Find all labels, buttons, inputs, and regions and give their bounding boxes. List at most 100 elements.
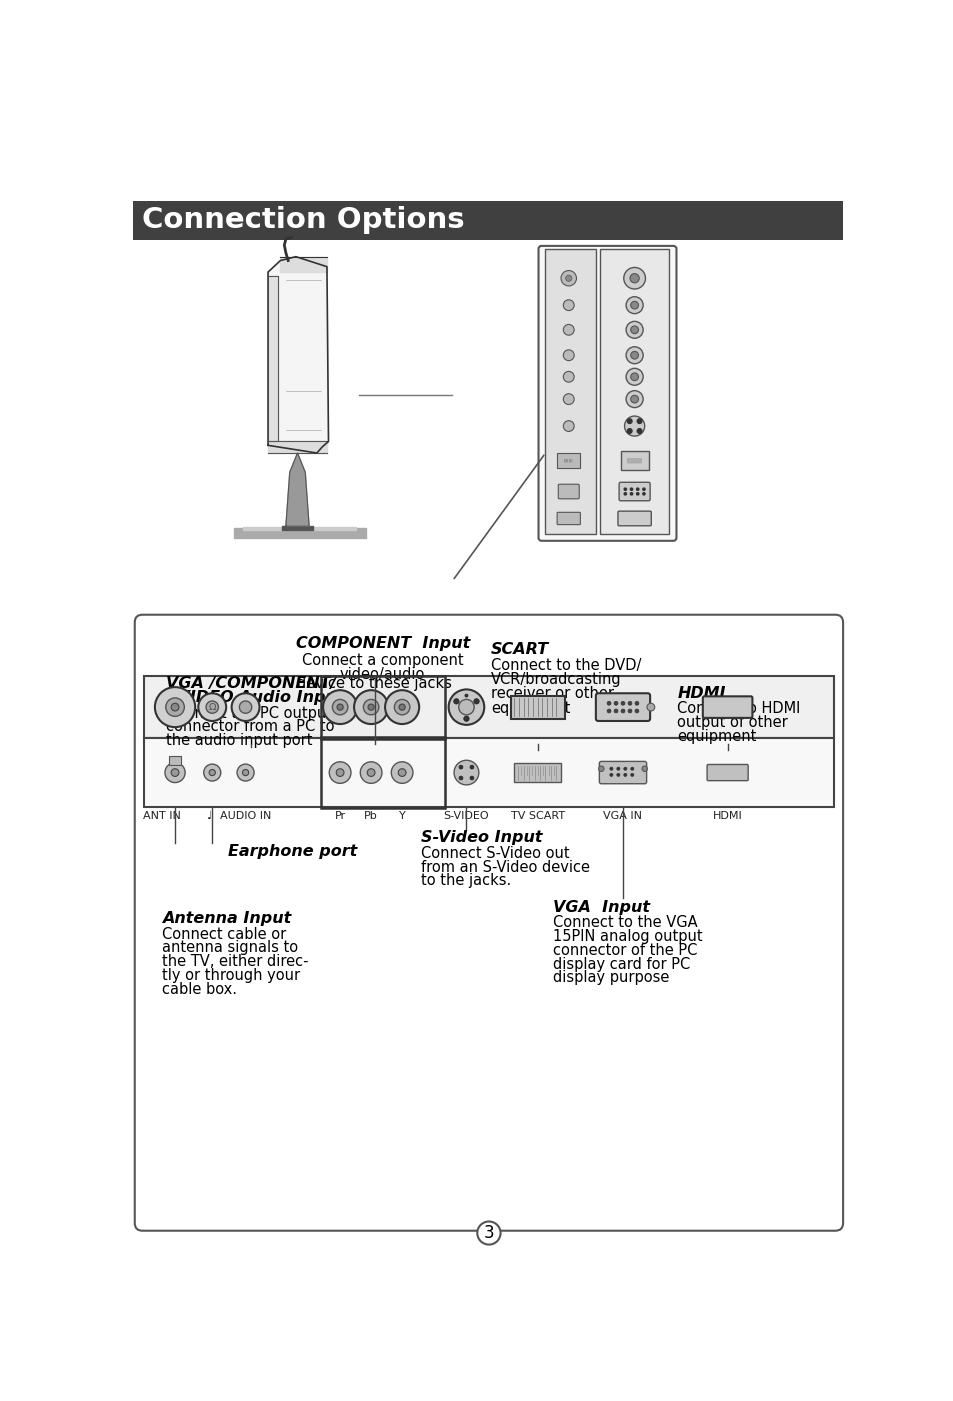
Circle shape (242, 769, 249, 776)
Circle shape (598, 766, 603, 772)
Bar (514, 764, 560, 782)
Circle shape (458, 776, 462, 780)
Text: Antenna Input: Antenna Input (162, 911, 291, 926)
Text: VGA  Input: VGA Input (553, 899, 650, 915)
Circle shape (625, 347, 642, 364)
Circle shape (336, 705, 343, 710)
Text: |||||||: ||||||| (563, 458, 573, 462)
Bar (620, 451, 648, 469)
Circle shape (623, 773, 626, 776)
Bar (510, 695, 564, 719)
Circle shape (391, 762, 413, 783)
Circle shape (636, 493, 639, 495)
Circle shape (617, 773, 619, 776)
Circle shape (562, 350, 574, 360)
Circle shape (630, 493, 632, 495)
Circle shape (398, 705, 405, 710)
Circle shape (627, 429, 631, 433)
Text: to the jacks.: to the jacks. (421, 873, 511, 888)
Text: Pb: Pb (364, 811, 377, 821)
Circle shape (630, 352, 638, 359)
Circle shape (562, 371, 574, 382)
Circle shape (606, 709, 610, 713)
Text: VCR/broadcasting: VCR/broadcasting (491, 671, 621, 686)
Circle shape (623, 268, 645, 289)
Text: display card for PC: display card for PC (553, 957, 690, 972)
Text: Connection Options: Connection Options (142, 206, 465, 234)
Circle shape (614, 702, 618, 705)
Text: SVIDEO Audio Input: SVIDEO Audio Input (166, 691, 344, 705)
Circle shape (385, 691, 418, 724)
Text: display purpose: display purpose (553, 971, 669, 985)
Text: VGA /COMPONENT/: VGA /COMPONENT/ (166, 677, 335, 691)
Circle shape (448, 689, 484, 724)
Circle shape (562, 420, 574, 432)
Circle shape (562, 325, 574, 335)
Bar (320, 737, 444, 808)
Circle shape (165, 762, 185, 783)
FancyBboxPatch shape (596, 693, 649, 722)
Text: output of other: output of other (677, 715, 787, 730)
Circle shape (367, 769, 375, 776)
Text: antenna signals to: antenna signals to (162, 940, 297, 955)
Circle shape (454, 761, 478, 785)
Circle shape (239, 700, 252, 713)
Text: ||||||||: |||||||| (626, 458, 642, 464)
Circle shape (565, 275, 571, 282)
Circle shape (154, 686, 195, 727)
Circle shape (625, 391, 642, 408)
Circle shape (198, 693, 226, 722)
Circle shape (204, 764, 220, 780)
Text: ♩: ♩ (206, 811, 211, 821)
Text: the TV, either direc-: the TV, either direc- (162, 954, 308, 969)
Bar (557, 453, 579, 468)
Text: ANT IN: ANT IN (143, 811, 181, 821)
Circle shape (463, 716, 469, 722)
Bar (545, 249, 596, 534)
Text: Connect to the VGA: Connect to the VGA (553, 915, 698, 930)
Circle shape (232, 693, 259, 722)
Circle shape (630, 301, 638, 310)
Text: Connect the PC output: Connect the PC output (166, 706, 332, 720)
Text: the audio input port: the audio input port (166, 733, 312, 748)
Text: connector of the PC: connector of the PC (553, 943, 697, 958)
Text: Y: Y (398, 811, 405, 821)
Text: equipment: equipment (677, 729, 756, 744)
Circle shape (630, 326, 638, 333)
Text: Connect cable or: Connect cable or (162, 926, 286, 941)
Circle shape (630, 768, 633, 771)
Circle shape (363, 699, 378, 715)
Circle shape (625, 321, 642, 338)
Circle shape (625, 368, 642, 385)
FancyBboxPatch shape (134, 615, 842, 1230)
Circle shape (641, 766, 647, 772)
Text: tly or through your: tly or through your (162, 968, 299, 984)
Text: video/audio: video/audio (339, 667, 425, 682)
Circle shape (454, 699, 458, 705)
Circle shape (323, 691, 356, 724)
FancyBboxPatch shape (537, 247, 676, 541)
FancyBboxPatch shape (618, 482, 649, 500)
Text: SCART: SCART (491, 643, 549, 657)
Text: 3: 3 (483, 1224, 494, 1243)
Circle shape (625, 297, 642, 314)
Circle shape (236, 764, 253, 780)
Circle shape (464, 693, 468, 698)
Text: cable box.: cable box. (162, 982, 236, 998)
Circle shape (474, 699, 478, 705)
Circle shape (562, 300, 574, 311)
Circle shape (368, 705, 374, 710)
Circle shape (627, 419, 631, 423)
Polygon shape (286, 453, 309, 527)
Circle shape (614, 709, 618, 713)
Circle shape (470, 765, 474, 769)
Circle shape (624, 416, 644, 436)
Text: device to these jacks: device to these jacks (297, 677, 452, 691)
Circle shape (329, 762, 351, 783)
Circle shape (623, 488, 626, 490)
Circle shape (609, 768, 612, 771)
FancyBboxPatch shape (706, 765, 747, 780)
Text: Earphone port: Earphone port (228, 845, 356, 859)
Circle shape (623, 493, 626, 495)
Circle shape (562, 394, 574, 405)
